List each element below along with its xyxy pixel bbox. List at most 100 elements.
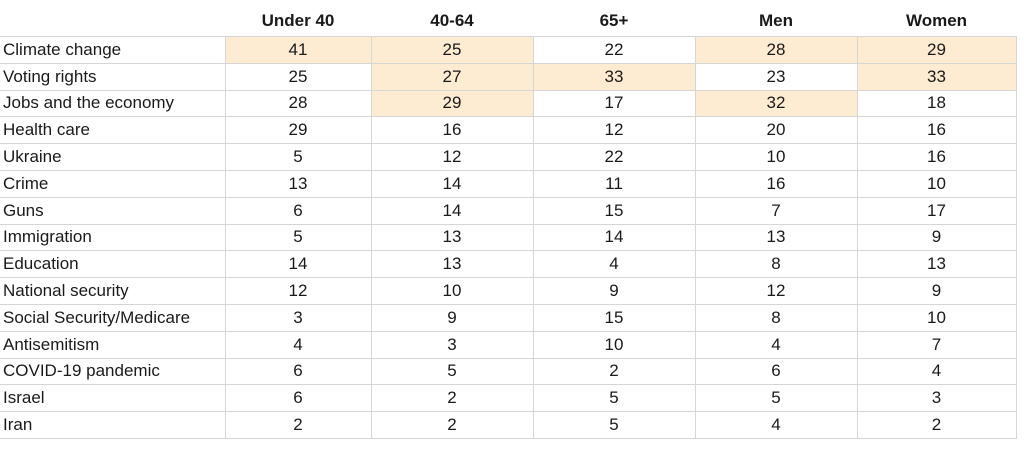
value-cell-women: 10	[856, 169, 1017, 198]
row-label: National security	[0, 277, 226, 305]
value-cell-40-64: 29	[370, 89, 534, 118]
value-cell-40-64: 13	[370, 223, 534, 252]
column-header-under-40: Under 40	[261, 11, 335, 30]
value-cell-65-plus: 14	[532, 223, 696, 252]
value-cell-40-64: 14	[370, 169, 534, 198]
value-cell-40-64: 14	[370, 196, 534, 225]
corner-cell	[0, 6, 225, 37]
value-cell-women: 7	[856, 330, 1017, 359]
value-cell-women: 10	[856, 303, 1017, 332]
value-cell-65-plus: 12	[532, 116, 696, 145]
table-row: Jobs and the economy 28 29 17 32 18	[0, 89, 1017, 118]
value-cell-women: 4	[856, 357, 1017, 386]
column-header-men: Men	[759, 11, 793, 30]
value-cell-65-plus: 33	[532, 62, 696, 91]
table-row: Voting rights 25 27 33 23 33	[0, 62, 1017, 91]
value-cell-women: 9	[856, 223, 1017, 252]
table-row: Crime 13 14 11 16 10	[0, 169, 1017, 198]
issues-by-demographic-table: Under 40 40-64 65+ Men Women Climate cha…	[0, 6, 1017, 439]
row-label: Iran	[0, 411, 226, 439]
value-cell-men: 8	[694, 303, 858, 332]
value-cell-under-40: 25	[224, 62, 372, 91]
value-cell-women: 33	[856, 62, 1017, 91]
table-row: Immigration 5 13 14 13 9	[0, 223, 1017, 252]
row-label: Voting rights	[0, 62, 226, 91]
value-cell-men: 8	[694, 250, 858, 279]
row-label: Climate change	[0, 36, 226, 64]
value-cell-under-40: 3	[224, 303, 372, 332]
row-label: Education	[0, 250, 226, 279]
value-cell-65-plus: 11	[532, 169, 696, 198]
value-cell-65-plus: 5	[532, 384, 696, 413]
value-cell-men: 13	[694, 223, 858, 252]
value-cell-40-64: 3	[370, 330, 534, 359]
value-cell-men: 32	[694, 89, 858, 118]
table-row: Social Security/Medicare 3 9 15 8 10	[0, 303, 1017, 332]
value-cell-65-plus: 2	[532, 357, 696, 386]
value-cell-40-64: 2	[370, 384, 534, 413]
value-cell-women: 18	[856, 89, 1017, 118]
value-cell-under-40: 12	[224, 277, 372, 305]
row-label: Guns	[0, 196, 226, 225]
value-cell-women: 13	[856, 250, 1017, 279]
value-cell-men: 23	[694, 62, 858, 91]
row-label: COVID-19 pandemic	[0, 357, 226, 386]
value-cell-65-plus: 5	[532, 411, 696, 439]
value-cell-women: 2	[856, 411, 1017, 439]
value-cell-40-64: 13	[370, 250, 534, 279]
value-cell-65-plus: 22	[532, 36, 696, 64]
value-cell-under-40: 5	[224, 223, 372, 252]
table-row: Climate change 41 25 22 28 29	[0, 36, 1017, 64]
value-cell-under-40: 4	[224, 330, 372, 359]
value-cell-65-plus: 15	[532, 303, 696, 332]
value-cell-men: 4	[694, 411, 858, 439]
table-row: Iran 2 2 5 4 2	[0, 411, 1017, 439]
value-cell-men: 10	[694, 143, 858, 171]
value-cell-40-64: 10	[370, 277, 534, 305]
value-cell-men: 16	[694, 169, 858, 198]
table-row: Israel 6 2 5 5 3	[0, 384, 1017, 413]
value-cell-men: 4	[694, 330, 858, 359]
value-cell-women: 9	[856, 277, 1017, 305]
value-cell-women: 3	[856, 384, 1017, 413]
value-cell-women: 29	[856, 36, 1017, 64]
column-header-40-64: 40-64	[430, 11, 474, 30]
value-cell-women: 16	[856, 116, 1017, 145]
value-cell-under-40: 29	[224, 116, 372, 145]
value-cell-under-40: 6	[224, 384, 372, 413]
value-cell-women: 17	[856, 196, 1017, 225]
table-row: COVID-19 pandemic 6 5 2 6 4	[0, 357, 1017, 386]
value-cell-40-64: 27	[370, 62, 534, 91]
column-header-women: Women	[905, 11, 968, 30]
row-label: Israel	[0, 384, 226, 413]
value-cell-40-64: 16	[370, 116, 534, 145]
row-label: Ukraine	[0, 143, 226, 171]
row-label: Social Security/Medicare	[0, 303, 226, 332]
table-row: Antisemitism 4 3 10 4 7	[0, 330, 1017, 359]
value-cell-men: 6	[694, 357, 858, 386]
value-cell-40-64: 5	[370, 357, 534, 386]
table-body: Climate change 41 25 22 28 29 Voting rights 25 2…	[0, 36, 1017, 439]
value-cell-under-40: 6	[224, 357, 372, 386]
value-cell-40-64: 2	[370, 411, 534, 439]
row-label: Health care	[0, 116, 226, 145]
row-label: Immigration	[0, 223, 226, 252]
value-cell-40-64: 12	[370, 143, 534, 171]
value-cell-65-plus: 4	[532, 250, 696, 279]
value-cell-men: 5	[694, 384, 858, 413]
value-cell-65-plus: 10	[532, 330, 696, 359]
value-cell-men: 28	[694, 36, 858, 64]
table-row: National security 12 10 9 12 9	[0, 277, 1017, 305]
value-cell-under-40: 13	[224, 169, 372, 198]
value-cell-40-64: 25	[370, 36, 534, 64]
value-cell-men: 20	[694, 116, 858, 145]
value-cell-under-40: 28	[224, 89, 372, 118]
row-label: Antisemitism	[0, 330, 226, 359]
value-cell-65-plus: 9	[532, 277, 696, 305]
value-cell-women: 16	[856, 143, 1017, 171]
value-cell-65-plus: 15	[532, 196, 696, 225]
table-row: Education 14 13 4 8 13	[0, 250, 1017, 279]
table-row: Health care 29 16 12 20 16	[0, 116, 1017, 145]
row-label: Crime	[0, 169, 226, 198]
row-label: Jobs and the economy	[0, 89, 226, 118]
